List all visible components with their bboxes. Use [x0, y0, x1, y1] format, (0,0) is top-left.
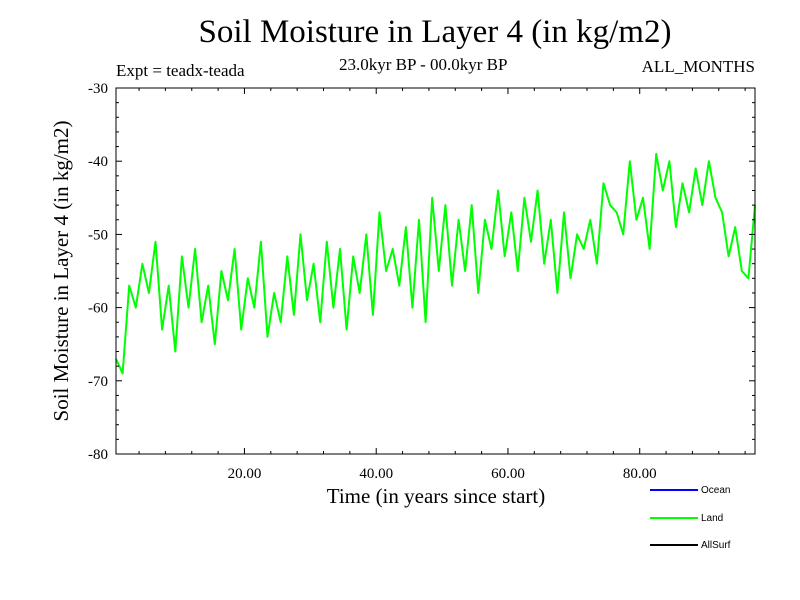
period-label: 23.0kyr BP - 00.0kyr BP: [339, 55, 508, 74]
legend-label-land: Land: [701, 513, 723, 524]
x-tick-label: 40.00: [359, 466, 393, 482]
series-line-land: [115, 152, 756, 375]
x-tick-label: 80.00: [623, 466, 657, 482]
plot-frame: [115, 87, 756, 455]
y-tick-label: -30: [88, 81, 108, 97]
y-tick-label: -50: [88, 227, 108, 243]
legend: Ocean Land AllSurf: [650, 485, 731, 551]
y-tick-label: -40: [88, 154, 108, 170]
chart-title: Soil Moisture in Layer 4 (in kg/m2): [198, 14, 672, 50]
x-tick-label: 20.00: [228, 466, 262, 482]
y-tick-label: -70: [88, 374, 108, 390]
y-axis-label: Soil Moisture in Layer 4 (in kg/m2): [49, 121, 73, 422]
x-axis-label: Time (in years since start): [327, 484, 546, 508]
y-tick-label: -80: [88, 447, 108, 463]
legend-label-allsurf: AllSurf: [701, 540, 731, 551]
months-label: ALL_MONTHS: [641, 57, 755, 76]
legend-label-ocean: Ocean: [701, 485, 730, 496]
x-tick-label: 60.00: [491, 466, 525, 482]
experiment-label: Expt = teadx-teada: [116, 61, 245, 80]
y-tick-label: -60: [88, 301, 108, 317]
